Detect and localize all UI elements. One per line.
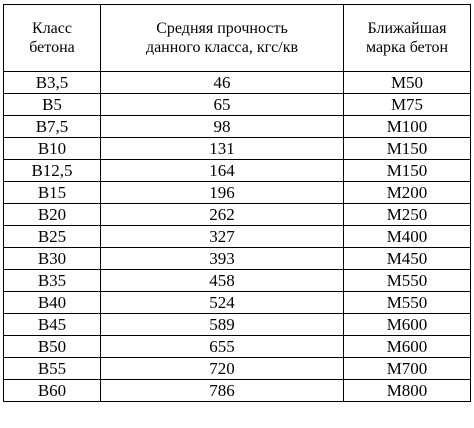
concrete-class-table: Класс бетона Средняя прочность данного к… bbox=[3, 4, 471, 402]
class-cell: В55 bbox=[3, 357, 101, 380]
class-cell: В20 bbox=[3, 203, 101, 226]
class-cell: В25 bbox=[3, 225, 101, 248]
grade-cell: М150 bbox=[343, 159, 471, 182]
header-class-line-1: Класс bbox=[32, 20, 72, 37]
class-cell: В7,5 bbox=[3, 115, 101, 138]
grade-cell: М75 bbox=[343, 93, 471, 116]
header-strength-line-1: Средняя прочность bbox=[156, 20, 288, 37]
grade-cell: М550 bbox=[343, 291, 471, 314]
table-row: В35 458 М550 bbox=[3, 269, 471, 292]
strength-cell: 458 bbox=[100, 269, 344, 292]
class-cell: В35 bbox=[3, 269, 101, 292]
grade-cell: М150 bbox=[343, 137, 471, 160]
strength-cell: 589 bbox=[100, 313, 344, 336]
table-row: В12,5 164 М150 bbox=[3, 159, 471, 182]
class-cell: В3,5 bbox=[3, 71, 101, 94]
table-row: В45 589 М600 bbox=[3, 313, 471, 336]
table-row: В7,5 98 М100 bbox=[3, 115, 471, 138]
grade-cell: М200 bbox=[343, 181, 471, 204]
grade-cell: М450 bbox=[343, 247, 471, 270]
table-row: В15 196 М200 bbox=[3, 181, 471, 204]
header-grade-line-2: марка бетон bbox=[365, 39, 449, 56]
grade-cell: М700 bbox=[343, 357, 471, 380]
grade-cell: М250 bbox=[343, 203, 471, 226]
table-row: В5 65 М75 bbox=[3, 93, 471, 116]
strength-cell: 262 bbox=[100, 203, 344, 226]
strength-cell: 131 bbox=[100, 137, 344, 160]
strength-cell: 164 bbox=[100, 159, 344, 182]
class-cell: В10 bbox=[3, 137, 101, 160]
grade-cell: М800 bbox=[343, 379, 471, 402]
table-row: В40 524 М550 bbox=[3, 291, 471, 314]
grade-cell: М550 bbox=[343, 269, 471, 292]
class-cell: В12,5 bbox=[3, 159, 101, 182]
strength-cell: 720 bbox=[100, 357, 344, 380]
header-class-line-2: бетона bbox=[29, 39, 75, 56]
header-strength-line-2: данного класса, кгс/кв bbox=[145, 39, 299, 56]
strength-cell: 524 bbox=[100, 291, 344, 314]
header-class: Класс бетона bbox=[3, 4, 101, 72]
table-row: В20 262 М250 bbox=[3, 203, 471, 226]
strength-cell: 655 bbox=[100, 335, 344, 358]
strength-cell: 46 bbox=[100, 71, 344, 94]
class-cell: В15 bbox=[3, 181, 101, 204]
strength-cell: 65 bbox=[100, 93, 344, 116]
concrete-class-table-container: Класс бетона Средняя прочность данного к… bbox=[3, 4, 471, 402]
grade-cell: М50 bbox=[343, 71, 471, 94]
class-cell: В60 bbox=[3, 379, 101, 402]
table-row: В55 720 М700 bbox=[3, 357, 471, 380]
grade-cell: М400 bbox=[343, 225, 471, 248]
header-row: Класс бетона Средняя прочность данного к… bbox=[3, 4, 471, 72]
table-row: В3,5 46 М50 bbox=[3, 71, 471, 94]
class-cell: В5 bbox=[3, 93, 101, 116]
grade-cell: М100 bbox=[343, 115, 471, 138]
table-row: В60 786 М800 bbox=[3, 379, 471, 402]
strength-cell: 786 bbox=[100, 379, 344, 402]
class-cell: В45 bbox=[3, 313, 101, 336]
class-cell: В50 bbox=[3, 335, 101, 358]
table-row: В10 131 М150 bbox=[3, 137, 471, 160]
strength-cell: 196 bbox=[100, 181, 344, 204]
table-row: В50 655 М600 bbox=[3, 335, 471, 358]
class-cell: В30 bbox=[3, 247, 101, 270]
strength-cell: 98 bbox=[100, 115, 344, 138]
table-row: В30 393 М450 bbox=[3, 247, 471, 270]
strength-cell: 393 bbox=[100, 247, 344, 270]
grade-cell: М600 bbox=[343, 335, 471, 358]
class-cell: В40 bbox=[3, 291, 101, 314]
strength-cell: 327 bbox=[100, 225, 344, 248]
header-grade-line-1: Ближайшая bbox=[367, 20, 447, 37]
header-grade: Ближайшая марка бетон bbox=[343, 4, 471, 72]
grade-cell: М600 bbox=[343, 313, 471, 336]
header-strength: Средняя прочность данного класса, кгс/кв bbox=[100, 4, 344, 72]
table-row: В25 327 М400 bbox=[3, 225, 471, 248]
